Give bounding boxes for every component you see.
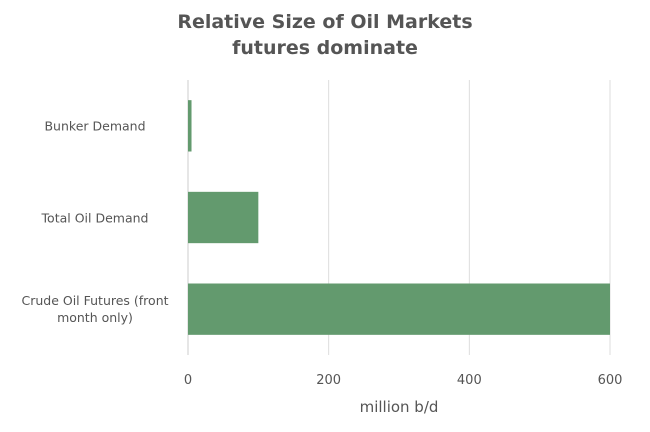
bar [188,100,192,152]
chart-title: Relative Size of Oil Markets [177,11,472,33]
x-axis-label: million b/d [360,398,439,416]
bar [188,191,259,244]
y-tick-label: Crude Oil Futures (front month only) [21,293,169,326]
x-tick-label: 200 [316,373,341,388]
chart-subtitle: futures dominate [232,37,418,59]
y-tick-label: Total Oil Demand [41,210,149,225]
x-tick-label: 0 [184,373,192,388]
y-tick-label: Bunker Demand [44,118,146,134]
x-tick-label: 400 [457,373,482,388]
bar [188,283,610,335]
x-tick-label: 600 [598,373,623,388]
